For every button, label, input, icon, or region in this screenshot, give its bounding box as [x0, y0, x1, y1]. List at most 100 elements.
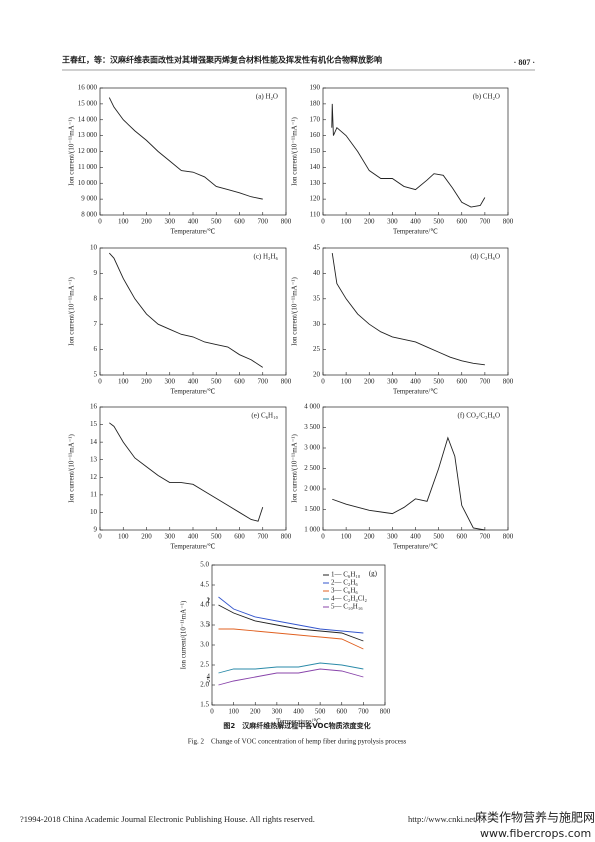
data-line: [108, 97, 263, 200]
x-tick-label: 600: [234, 218, 245, 226]
watermark: 麻类作物营养与施肥网: [475, 810, 595, 825]
x-axis-label: Temperature/℃: [393, 228, 438, 236]
y-axis-label: Ion current/(10⁻¹¹mA⁻¹): [68, 433, 76, 502]
y-axis-label: Ion current/(10⁻¹¹mA⁻¹): [68, 276, 76, 345]
data-line: [108, 252, 263, 368]
page-number: · 807 ·: [514, 58, 535, 67]
y-tick-label: 15: [90, 420, 98, 428]
plot-frame: [99, 87, 287, 216]
x-tick-label: 0: [321, 378, 325, 386]
x-tick-label: 800: [503, 533, 514, 541]
panel-label: (g): [369, 570, 378, 578]
y-tick-label: 11: [90, 490, 97, 498]
plot-frame: [322, 247, 509, 376]
watermark-url: www.fibercrops.com: [480, 827, 591, 840]
x-tick-label: 100: [341, 533, 352, 541]
y-axis-label: Ion current/(10⁻¹¹mA⁻¹): [180, 600, 188, 669]
y-tick-label: 170: [310, 115, 321, 123]
x-tick-label: 600: [337, 708, 348, 716]
x-tick-label: 200: [141, 218, 152, 226]
y-axis-label: Ion current/(10⁻¹¹mA⁻¹): [291, 276, 299, 345]
x-tick-label: 100: [118, 218, 129, 226]
x-tick-label: 400: [410, 378, 421, 386]
y-tick-label: 130: [310, 179, 321, 187]
legend-label: 4— C₂H₄Cl₂: [331, 595, 367, 603]
x-tick-label: 800: [503, 378, 514, 386]
x-tick-label: 500: [433, 378, 444, 386]
y-tick-label: 5.0: [200, 561, 209, 569]
y-tick-label: 2 500: [304, 464, 320, 472]
plot-frame: [322, 87, 509, 216]
curve-tag: 4: [207, 673, 211, 681]
x-tick-label: 700: [258, 378, 269, 386]
x-tick-label: 400: [410, 218, 421, 226]
y-tick-label: 190: [310, 84, 321, 92]
x-tick-label: 800: [281, 533, 292, 541]
y-tick-label: 8 000: [81, 211, 97, 219]
y-tick-label: 5: [94, 371, 98, 379]
legend-label: 1— C₆H₁₀: [331, 571, 361, 579]
x-tick-label: 600: [457, 533, 468, 541]
y-tick-label: 8: [94, 294, 98, 302]
x-tick-label: 200: [141, 378, 152, 386]
curve-tag: 2: [207, 597, 211, 605]
series-line: [218, 604, 364, 642]
plot-frame: [322, 406, 509, 531]
y-tick-label: 7: [94, 320, 98, 328]
y-tick-label: 12: [90, 473, 98, 481]
panel-label: (b) CH₂O: [473, 93, 500, 101]
y-tick-label: 180: [310, 99, 321, 107]
y-tick-label: 3.5: [200, 621, 209, 629]
y-tick-label: 150: [310, 147, 321, 155]
y-tick-label: 140: [310, 163, 321, 171]
y-tick-label: 2 000: [304, 485, 320, 493]
y-tick-label: 25: [313, 345, 321, 353]
x-tick-label: 500: [211, 378, 222, 386]
x-tick-label: 0: [321, 218, 325, 226]
panel-label: (c) H₂H₆: [253, 253, 278, 261]
x-axis-label: Temperature/℃: [170, 228, 215, 236]
caption-cn: 图2 汉麻纤维热解过程中各VOC物质浓度变化: [223, 721, 370, 730]
data-line: [332, 436, 485, 531]
x-tick-label: 200: [141, 533, 152, 541]
x-tick-label: 800: [281, 218, 292, 226]
y-tick-label: 16: [90, 403, 98, 411]
y-tick-label: 40: [313, 269, 321, 277]
legend-label: 3— C₆H₆: [331, 587, 358, 595]
x-tick-label: 500: [433, 533, 444, 541]
y-tick-label: 20: [313, 371, 321, 379]
x-axis-label: Temperature/℃: [393, 543, 438, 551]
x-tick-label: 300: [272, 708, 283, 716]
y-tick-label: 4.5: [200, 581, 209, 589]
x-tick-label: 400: [410, 533, 421, 541]
y-tick-label: 45: [313, 244, 321, 252]
x-tick-label: 300: [387, 533, 398, 541]
curve-tag: 5: [207, 677, 211, 685]
panel-label: (f) CO₂/C₂H₆O: [457, 412, 500, 420]
panel-label: (a) H₂O: [256, 93, 278, 101]
y-tick-label: 1 500: [304, 505, 320, 513]
y-tick-label: 1 000: [304, 526, 320, 534]
y-tick-label: 30: [313, 320, 321, 328]
y-tick-label: 10 000: [78, 179, 98, 187]
x-tick-label: 0: [98, 218, 102, 226]
y-tick-label: 16 000: [78, 84, 98, 92]
x-tick-label: 800: [380, 708, 391, 716]
x-tick-label: 200: [364, 218, 375, 226]
y-tick-label: 4.0: [200, 601, 209, 609]
caption-en: Fig. 2 Change of VOC concentration of he…: [188, 738, 407, 746]
x-tick-label: 400: [188, 533, 199, 541]
x-tick-label: 300: [165, 378, 176, 386]
panel-label: (d) C₂H₆O: [470, 253, 500, 261]
x-tick-label: 600: [234, 533, 245, 541]
y-tick-label: 13: [90, 455, 98, 463]
x-tick-label: 700: [480, 533, 491, 541]
plot-frame: [99, 247, 287, 376]
y-tick-label: 3 000: [304, 444, 320, 452]
y-tick-label: 6: [94, 345, 98, 353]
x-tick-label: 200: [250, 708, 261, 716]
x-tick-label: 200: [364, 378, 375, 386]
y-tick-label: 9: [94, 269, 98, 277]
y-tick-label: 1.5: [200, 701, 209, 709]
